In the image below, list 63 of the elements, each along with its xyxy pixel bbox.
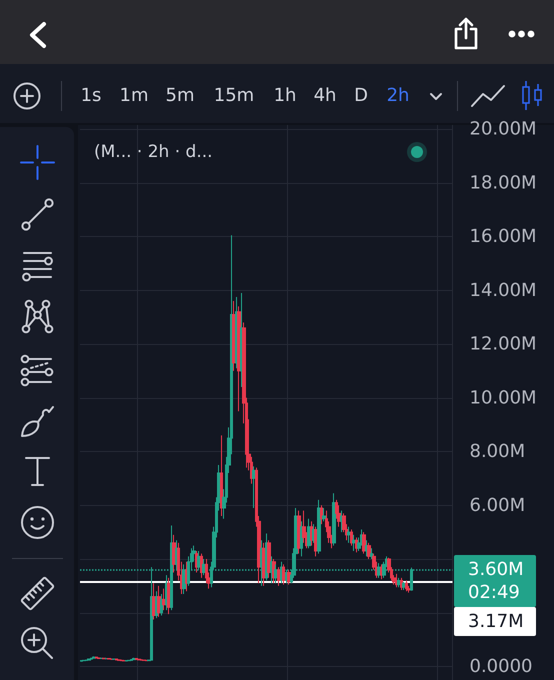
text: 5m	[166, 85, 194, 107]
candlestick	[90, 657, 93, 660]
candlestick	[135, 658, 138, 660]
candlestick	[87, 658, 91, 662]
candlestick	[274, 564, 278, 584]
candlestick	[340, 510, 343, 533]
candlestick	[237, 306, 241, 412]
candlestick	[162, 588, 166, 611]
candlestick	[395, 573, 398, 588]
text: 1m	[120, 85, 148, 107]
y-tick-label: 14.00M	[470, 280, 537, 301]
candlestick	[130, 658, 133, 662]
text: D	[354, 85, 368, 107]
y-tick-label: 6.00M	[470, 494, 526, 516]
candlestick	[355, 537, 358, 553]
candlestick	[352, 534, 356, 552]
candlestick	[367, 542, 371, 560]
candlestick	[100, 657, 103, 660]
candlestick	[270, 556, 273, 584]
candlestick	[332, 492, 336, 546]
y-tick-label: 10.00M	[470, 387, 537, 408]
candlestick	[322, 507, 326, 522]
candlestick	[252, 466, 256, 508]
candlestick	[160, 593, 163, 616]
candlestick	[400, 577, 403, 590]
text: 1h	[274, 85, 296, 107]
candlestick	[107, 657, 111, 660]
candlestick	[397, 577, 401, 588]
candlestick	[300, 520, 303, 557]
candlestick	[365, 540, 368, 557]
candlestick	[102, 657, 106, 660]
candlestick	[317, 499, 321, 554]
candlestick	[137, 658, 141, 661]
candlestick	[122, 659, 126, 662]
candlestick	[200, 553, 203, 578]
ref-line-label: 3.60M 02:49	[454, 555, 536, 608]
candlestick	[267, 540, 271, 578]
y-tick-label: 8.00M	[470, 441, 526, 462]
candlestick	[347, 526, 351, 544]
candlestick	[220, 434, 223, 517]
ref-line-label: 3.17M	[454, 607, 536, 636]
annotation: (M... · 2h · d...	[94, 141, 213, 163]
candlestick	[105, 657, 108, 660]
y-tick-label: 18.00M	[470, 172, 537, 194]
candlestick	[157, 585, 161, 618]
y-tick-label: 20.00M	[470, 118, 537, 140]
candlestick	[362, 532, 366, 554]
text: 1s	[80, 85, 102, 107]
candlestick	[282, 564, 285, 586]
y-tick-label: 16.00M	[470, 226, 537, 248]
candlestick	[405, 580, 408, 592]
candlestick	[117, 658, 121, 662]
text: 2h	[386, 85, 410, 107]
text: 4h	[314, 85, 336, 107]
y-tick-label: 12.00M	[470, 334, 537, 355]
candlestick	[95, 656, 98, 659]
candlestick	[172, 534, 176, 573]
candlestick	[115, 658, 118, 661]
candlestick	[370, 548, 373, 560]
candlestick	[320, 504, 323, 525]
y-tick-label: 0.0000	[470, 656, 532, 678]
text: 15m	[214, 85, 254, 107]
candlestick	[350, 528, 353, 546]
